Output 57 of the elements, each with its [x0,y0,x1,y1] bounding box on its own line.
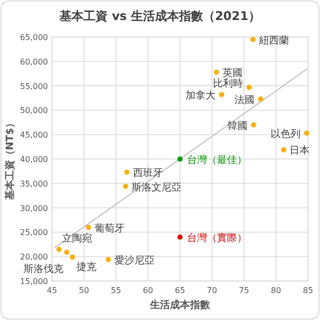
annotation: 加拿大 [186,90,216,102]
point [106,256,111,262]
y-tick-label: 60,000 [20,57,48,66]
annotation: 立陶宛 [62,232,92,244]
y-tick-label: 40,000 [20,155,48,164]
point [86,224,92,230]
y-tick-label: 30,000 [20,204,48,213]
point [281,147,286,152]
annotation: 紐西蘭 [258,34,289,46]
point [258,96,264,102]
x-axis-title: 生活成本指數 [149,299,211,311]
x-tick-label: 60 [142,286,154,295]
annotation: 以色列 [270,128,301,140]
annotation: 韓國 [228,120,248,132]
y-tick-label: 35,000 [20,179,48,188]
annotation: 愛沙尼亞 [114,254,154,267]
point [124,170,130,175]
x-tick-label: 55 [110,286,122,295]
y-tick-label: 15,000 [20,277,48,286]
annotation: 台灣（實際） [187,232,247,244]
point [123,184,128,189]
y-tick-label: 25,000 [20,228,48,238]
y-tick-label: 45,000 [20,130,48,140]
chart-title: 基本工資 vs 生活成本指數（2021） [58,9,260,23]
x-tick-label: 80 [270,286,282,295]
point [219,92,224,98]
y-tick-label: 50,000 [20,106,48,116]
point [304,130,310,136]
point [177,234,183,240]
point [214,70,220,75]
point [56,246,62,252]
annotation: 西班牙 [132,167,163,180]
annotation: 英國 [222,67,242,80]
y-tick-label: 65,000 [20,33,48,42]
annotation: 葡萄牙 [94,222,124,234]
point [177,156,183,162]
annotation: 台灣（最佳） [187,154,247,166]
annotation: 捷克 [76,261,96,274]
point [250,36,256,42]
y-tick-label: 20,000 [20,252,48,262]
y-tick-label: 55,000 [20,82,48,91]
point [70,254,76,260]
x-tick-label: 65 [174,286,186,295]
annotation: 斯洛伐克 [24,263,64,276]
y-axis-title: 基本工資（NT$） [4,118,16,202]
annotation: 比利時 [213,77,244,90]
point [246,84,252,90]
annotation: 斯洛文尼亞 [132,181,182,194]
x-tick-label: 45 [46,286,58,295]
annotation: 日本 [290,144,310,157]
x-tick-label: 50 [78,286,90,295]
x-tick-label: 75 [238,286,250,295]
x-tick-label: 85 [302,286,314,295]
annotation: 法國 [234,94,255,106]
point [251,122,256,128]
point [64,250,70,255]
x-tick-label: 70 [206,286,218,295]
